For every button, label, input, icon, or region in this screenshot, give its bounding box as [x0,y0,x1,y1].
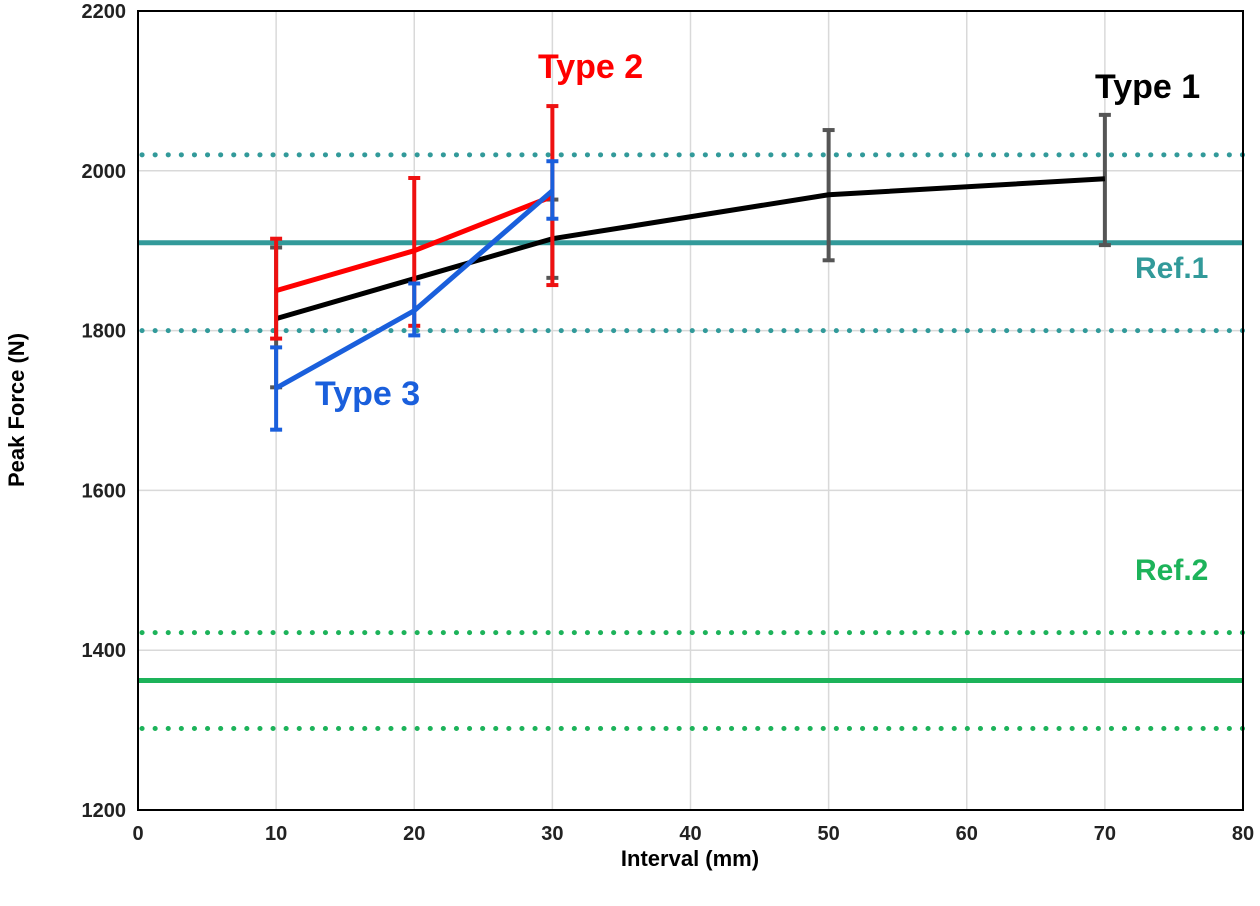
x-tick-label: 0 [132,823,143,845]
y-tick-label: 1200 [82,800,127,822]
x-tick-label: 10 [265,823,287,845]
y-axis-label: Peak Force (N) [4,333,29,487]
series-type-3 [270,159,559,432]
plot-frame [137,10,1244,811]
x-tick-label: 60 [956,823,978,845]
y-tick-label: 2200 [82,1,127,23]
x-tick-label: 80 [1232,823,1254,845]
x-axis-label: Interval (mm) [621,846,759,871]
annotation-ref-1: Ref.1 [1135,252,1208,285]
tick-labels: 0 10 20 30 40 50 60 70 80 1200 1400 1600 1800 2000 220… [82,1,1255,845]
x-tick-label: 50 [818,823,840,845]
y-tick-label: 1600 [82,480,127,502]
x-tick-label: 70 [1094,823,1116,845]
annotation-ref-2: Ref.2 [1135,554,1208,587]
x-tick-label: 30 [541,823,563,845]
y-tick-label: 2000 [82,161,127,183]
x-tick-label: 20 [403,823,425,845]
x-tick-label: 40 [679,823,701,845]
series [270,104,1111,432]
y-tick-label: 1400 [82,640,127,662]
y-tick-label: 1800 [82,321,127,343]
annotation-type-2: Type 2 [538,48,643,86]
reference-lines [138,152,1246,732]
annotation-type-3: Type 3 [315,375,420,413]
annotation-type-1: Type 1 [1095,68,1200,106]
grid [137,10,1244,811]
